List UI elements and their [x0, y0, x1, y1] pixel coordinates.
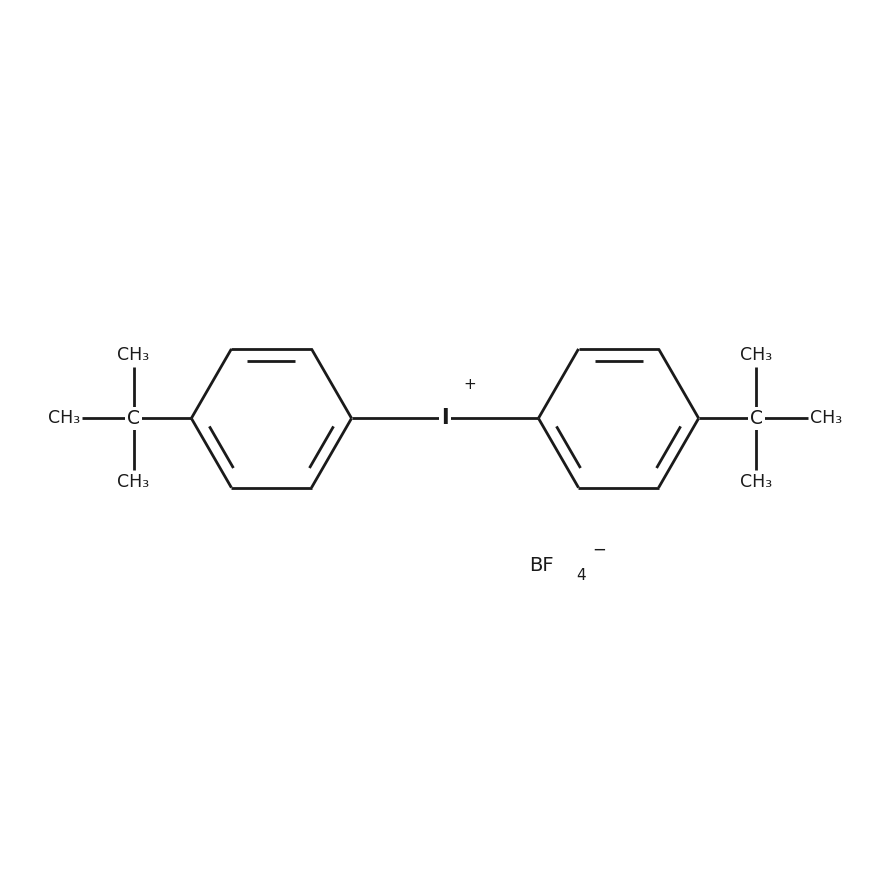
Text: CH₃: CH₃	[740, 346, 773, 364]
Text: +: +	[464, 377, 476, 392]
Text: CH₃: CH₃	[117, 473, 150, 490]
Text: C: C	[127, 409, 140, 428]
Text: BF: BF	[530, 555, 554, 575]
Text: C: C	[750, 409, 763, 428]
Text: −: −	[593, 540, 607, 558]
Text: 4: 4	[576, 569, 586, 583]
Text: CH₃: CH₃	[117, 346, 150, 364]
Text: CH₃: CH₃	[810, 409, 842, 427]
Text: I: I	[441, 409, 449, 428]
Text: CH₃: CH₃	[740, 473, 773, 490]
Text: CH₃: CH₃	[48, 409, 80, 427]
